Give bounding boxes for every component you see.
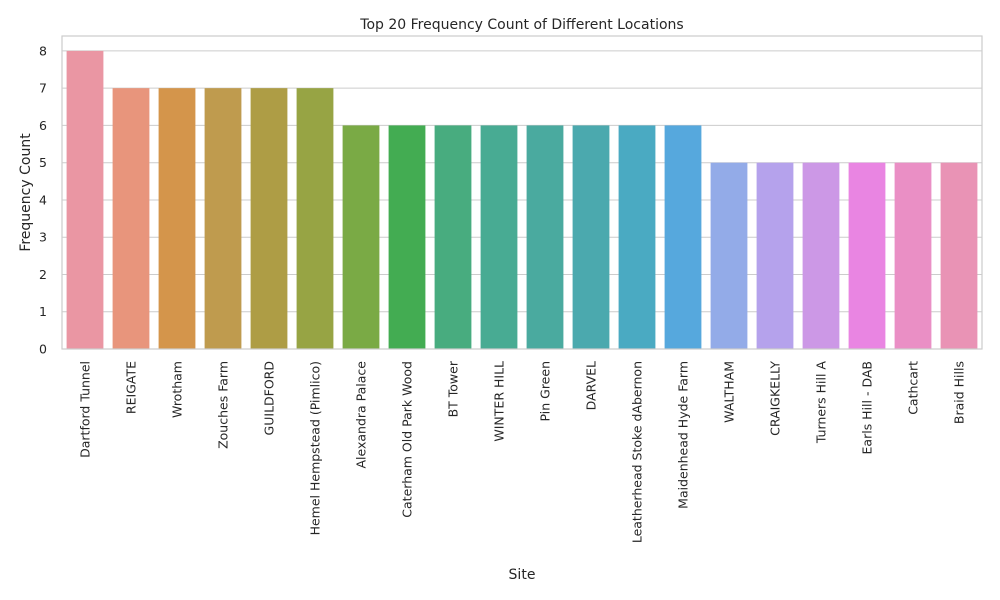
x-tick-labels: Dartford Tunnel REIGATE Wrotham Zouches Far… (78, 360, 967, 543)
bars (66, 50, 978, 350)
bar (894, 162, 932, 349)
x-tick-label: Alexandra Palace (354, 361, 369, 469)
x-tick-label: DARVEL (584, 361, 599, 410)
y-tick-label: 7 (39, 81, 47, 96)
bar (940, 162, 978, 349)
bar (802, 162, 840, 349)
y-tick-label: 4 (39, 192, 47, 207)
bar (342, 125, 380, 349)
bar (756, 162, 794, 349)
bar (112, 88, 150, 350)
gridlines (62, 50, 982, 350)
x-tick-label: Earls Hill - DAB (860, 361, 875, 454)
bar (480, 125, 518, 349)
x-tick-label: CRAIGKELLY (768, 361, 783, 436)
x-tick-label: BT Tower (446, 360, 461, 417)
bar (664, 125, 702, 349)
x-tick-label: Dartford Tunnel (78, 361, 93, 458)
x-tick-label: Leatherhead Stoke dAbernon (630, 361, 645, 543)
bar (434, 125, 472, 349)
x-tick-label: Zouches Farm (216, 361, 231, 449)
x-tick-label: Turners Hill A (814, 361, 829, 445)
y-tick-label: 2 (39, 267, 47, 282)
x-tick-label: Cathcart (906, 361, 921, 415)
y-tick-label: 6 (39, 118, 47, 133)
bar (388, 125, 426, 349)
y-tick-label: 5 (39, 155, 47, 170)
bar (250, 88, 288, 350)
x-tick-label: Caterham Old Park Wood (400, 361, 415, 518)
y-tick-label: 1 (39, 304, 47, 319)
x-tick-label: GUILDFORD (262, 361, 277, 435)
y-axis-title: Frequency Count (18, 133, 34, 252)
bar (158, 88, 196, 350)
bar (710, 162, 748, 349)
x-tick-label: Braid Hills (952, 361, 967, 424)
x-tick-label: WALTHAM (722, 361, 737, 423)
bar (618, 125, 656, 349)
bar (204, 88, 242, 350)
bar (526, 125, 564, 349)
plot-frame (61, 35, 983, 350)
x-tick-label: WINTER HILL (492, 361, 507, 442)
x-tick-label: Maidenhead Hyde Farm (676, 361, 691, 509)
y-tick-labels: 0 1 2 3 4 5 6 7 8 (39, 43, 47, 356)
y-tick-label: 8 (39, 43, 47, 58)
y-tick-label: 0 (39, 342, 47, 357)
x-tick-label: Hemel Hempstead (Pimlico) (308, 361, 323, 535)
bar (296, 88, 334, 350)
x-tick-label: Pin Green (538, 361, 553, 422)
bar (66, 50, 104, 350)
x-tick-label: REIGATE (124, 361, 139, 414)
bar (848, 162, 886, 349)
x-tick-label: Wrotham (170, 361, 185, 418)
bar (572, 125, 610, 349)
y-tick-label: 3 (39, 230, 47, 245)
x-axis-title: Site (509, 567, 536, 583)
chart-title: Top 20 Frequency Count of Different Loca… (359, 17, 683, 33)
